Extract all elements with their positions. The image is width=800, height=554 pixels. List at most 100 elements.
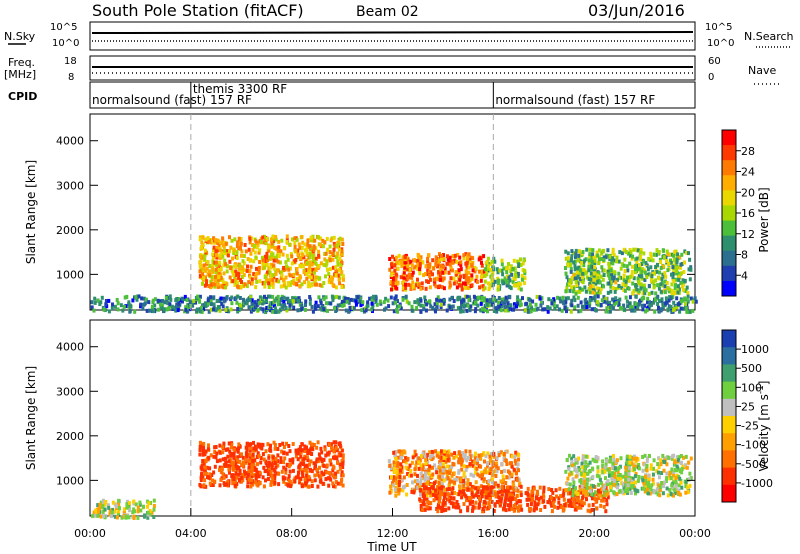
data-cell [282,445,286,450]
data-cell [451,504,455,509]
data-cell [528,302,532,307]
data-cell [254,255,258,260]
data-cell [606,491,610,496]
data-cell [623,269,627,273]
data-cell [466,495,470,500]
data-cell [505,274,509,279]
data-cell [658,493,662,498]
data-cell [234,462,238,467]
data-cell [494,298,498,303]
data-cell [437,455,441,460]
data-cell [466,508,470,513]
data-cell [468,449,472,454]
data-cell [478,474,482,479]
data-cell [639,257,642,262]
data-cell [611,454,615,458]
data-cell [588,290,592,295]
data-cell [318,479,322,484]
data-cell [664,274,668,279]
data-cell [226,447,230,452]
data-cell [379,301,383,306]
data-cell [185,298,189,303]
data-cell [500,268,504,273]
data-cell [285,253,289,258]
data-cell [389,280,393,285]
data-cell [486,256,490,261]
data-cell [678,468,682,473]
data-cell [406,259,410,264]
data-cell [331,257,335,262]
data-cell [661,453,665,458]
data-cell [218,443,222,448]
data-cell [680,284,684,289]
data-cell [574,251,578,256]
data-cell [675,455,679,460]
data-cell [334,265,338,270]
data-cell [231,464,235,469]
data-cell [448,280,452,285]
data-cell [325,259,329,264]
data-cell [308,440,312,445]
data-cell [650,483,654,488]
data-cell [491,499,494,504]
data-cell [622,263,626,268]
data-cell [442,495,446,500]
data-cell [443,492,447,497]
data-cell [486,464,489,469]
data-cell [239,246,242,251]
data-cell [231,256,234,261]
data-cell [492,309,496,313]
data-cell [324,274,327,279]
data-cell [307,267,310,272]
data-cell [164,295,168,300]
data-cell [356,299,360,304]
data-cell [290,254,294,259]
data-cell [471,459,475,464]
data-cell [556,295,559,300]
data-cell [436,451,440,456]
data-cell [588,252,592,257]
data-cell [236,240,240,245]
data-cell [402,485,405,490]
data-cell [644,474,647,479]
data-cell [657,309,661,314]
data-cell [424,286,428,291]
data-cell [291,460,295,465]
data-cell [673,488,677,493]
data-cell [588,477,592,482]
data-cell [586,462,590,467]
data-cell [201,307,205,312]
data-cell [297,278,301,283]
data-cell [446,487,449,492]
data-cell [641,295,645,300]
data-cell [281,441,285,446]
data-cell [308,301,312,306]
data-cell [310,469,314,474]
data-cell [231,481,235,486]
data-cell [341,453,345,458]
data-cell [240,275,244,279]
data-cell [649,487,653,492]
data-cell [336,303,340,308]
data-cell [226,253,230,258]
data-cell [572,454,576,459]
data-cell [450,452,454,457]
data-cell [576,266,580,271]
data-cell [572,286,576,291]
data-cell [244,249,248,254]
data-cell [526,502,530,507]
data-cell [573,466,577,471]
data-cell [686,490,690,495]
data-cell [558,486,562,491]
data-cell [456,503,460,507]
data-cell [222,263,226,268]
data-cell [432,498,436,503]
data-cell [297,470,300,475]
data-cell [419,463,423,468]
data-cell [451,254,455,259]
data-cell [429,501,433,506]
data-cell [159,302,162,307]
data-cell [98,506,102,511]
data-cell [271,278,275,282]
data-cell [580,500,584,505]
